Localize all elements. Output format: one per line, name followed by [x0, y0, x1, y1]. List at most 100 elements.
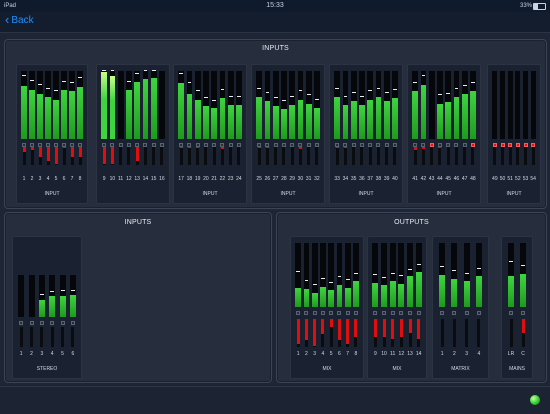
channel-number: 4: [477, 351, 481, 357]
channel-number: 23: [227, 176, 234, 182]
level-meter: [344, 243, 351, 307]
level-meter: [272, 71, 279, 139]
gain-reduction-meter: [521, 319, 525, 347]
clip-indicator: [50, 321, 55, 325]
gain-reduction-meter: [376, 147, 380, 165]
peak-indicator: [237, 95, 241, 97]
meter-level: [264, 100, 271, 139]
group-label: MATRIX: [451, 366, 470, 372]
channel-number: 49: [492, 176, 498, 182]
gain-reduction-meter: [465, 319, 469, 347]
gain-reduction-meter: [212, 147, 216, 165]
channel-number: 10: [109, 176, 116, 182]
clip-indicator: [135, 143, 140, 147]
gain-reduction-level: [265, 147, 269, 148]
peak-indicator: [70, 289, 75, 291]
level-meter: [383, 71, 390, 139]
peak-indicator: [296, 270, 300, 272]
peak-indicator: [62, 80, 66, 82]
meter-level: [203, 106, 209, 139]
gain-reduction-level: [335, 147, 339, 149]
clip-indicator: [373, 311, 378, 315]
meter-group: 9 10 11 12 13 14 15 16: [96, 64, 170, 204]
channel-number: 6: [62, 176, 66, 182]
level-meter: [109, 70, 116, 139]
meter-level: [415, 272, 422, 307]
meter-level: [320, 286, 326, 307]
peak-indicator: [360, 95, 364, 97]
meter-group: 1 2 3 4 5 6 7 8 INPUT: [16, 64, 88, 204]
channel-number: 2: [30, 176, 34, 182]
gain-reduction-level: [354, 319, 358, 338]
channel-number: 18: [186, 176, 193, 182]
peak-indicator: [143, 70, 148, 71]
level-meter: [375, 71, 382, 139]
meter-level: [29, 90, 35, 139]
gain-reduction-meter: [62, 147, 66, 165]
channel-number: 13: [407, 351, 413, 357]
meter-level: [297, 99, 304, 139]
clip-indicator: [236, 143, 241, 147]
gain-reduction-level: [54, 147, 58, 165]
level-meter: [420, 71, 427, 139]
group-label: INPUT: [202, 191, 218, 197]
meter-level: [256, 96, 262, 139]
channel-number: 38: [375, 176, 382, 182]
clip-indicator: [476, 311, 481, 315]
level-meter: [461, 71, 468, 139]
channel-number: 42: [420, 176, 427, 182]
channel-number: 13: [134, 176, 140, 182]
peak-indicator: [304, 280, 309, 282]
level-meter: [508, 243, 514, 307]
gain-reduction-meter: [40, 327, 44, 347]
group-label: INPUT: [280, 191, 296, 197]
level-meter: [59, 275, 66, 317]
meter-level: [314, 108, 320, 139]
gain-reduction-meter: [463, 147, 467, 165]
gain-reduction-meter: [446, 147, 450, 165]
channel-number: 5: [329, 351, 333, 357]
meter-level: [194, 99, 201, 139]
meter-level: [359, 105, 365, 139]
clip-indicator: [359, 143, 364, 147]
peak-indicator: [179, 73, 183, 75]
channel-number: 6: [71, 351, 75, 357]
gain-reduction-meter: [237, 147, 241, 165]
back-button[interactable]: ‹ Back: [5, 13, 34, 26]
channel-number: 8: [354, 351, 358, 357]
clip-indicator: [70, 143, 74, 147]
clip-indicator: [290, 143, 295, 147]
clip-indicator: [212, 143, 217, 147]
gain-reduction-meter: [257, 147, 261, 165]
gain-reduction-level: [329, 319, 333, 328]
gain-reduction-meter: [179, 147, 183, 165]
channel-number: 21: [211, 176, 217, 182]
peak-indicator: [102, 70, 106, 71]
battery-icon: [533, 3, 546, 10]
level-meter: [412, 71, 418, 139]
channel-number: 12: [126, 176, 132, 182]
level-meter: [314, 71, 320, 139]
meter-level: [336, 284, 343, 307]
meter-level: [508, 276, 514, 307]
clip-indicator: [470, 143, 475, 147]
meter-level: [69, 295, 76, 317]
gain-reduction-meter: [304, 319, 308, 347]
channel-number: C: [521, 351, 525, 357]
level-meter: [367, 71, 373, 139]
gain-reduction-level: [408, 319, 412, 333]
meter-level: [289, 105, 295, 139]
device-name: iPad: [4, 3, 17, 9]
channel-number: 1: [22, 176, 26, 182]
clip-indicator: [195, 143, 200, 147]
meter-group: 9 10 11 12 13 14 MIX: [367, 236, 427, 379]
channel-number: 12: [398, 351, 405, 357]
gain-reduction-meter: [265, 147, 269, 165]
peak-indicator: [438, 94, 442, 96]
clip-indicator: [390, 311, 395, 315]
channel-number: LR: [507, 351, 515, 357]
clip-indicator: [351, 143, 356, 147]
meter-level: [77, 86, 83, 139]
group-label: MIX: [322, 366, 332, 372]
peak-indicator: [321, 277, 325, 279]
